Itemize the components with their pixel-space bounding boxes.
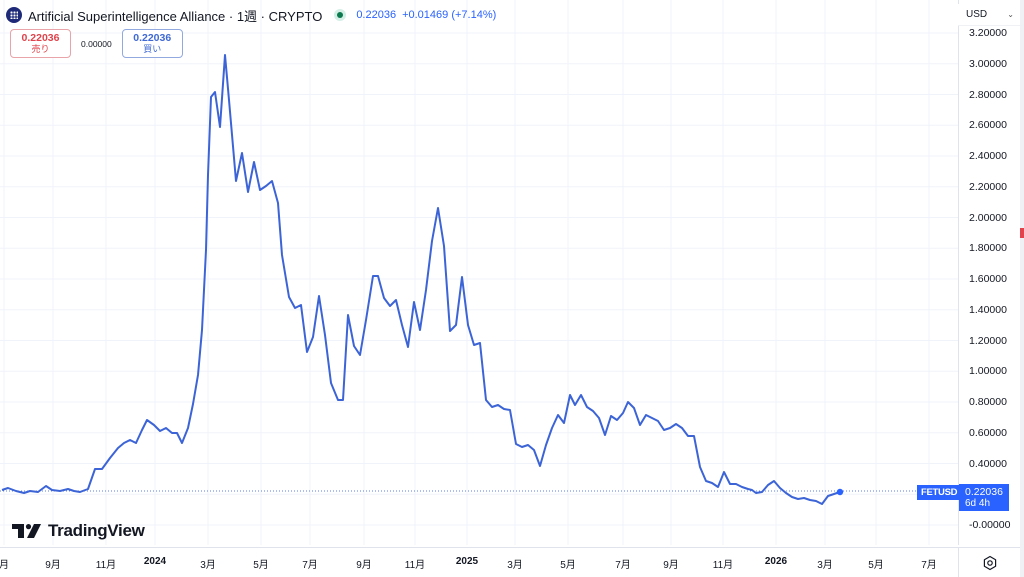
time-tick: 3月 — [200, 560, 216, 571]
price-tick: 2.00000 — [969, 211, 1007, 224]
price-tick: 1.00000 — [969, 365, 1007, 378]
time-tick: 11月 — [404, 560, 426, 571]
time-tick: 7月 — [302, 560, 318, 571]
current-price: 0.22036 — [356, 9, 397, 21]
logo-text: TradingView — [48, 521, 145, 540]
time-tick: 3月 — [817, 560, 833, 571]
time-tick: 9月 — [356, 560, 372, 571]
price-tick: 1.80000 — [969, 242, 1007, 255]
time-tick: 5月 — [253, 560, 269, 571]
time-tick: 7月 — [615, 560, 631, 571]
price-tick: -0.00000 — [969, 519, 1011, 531]
time-tick: 11月 — [712, 560, 734, 571]
last-price-label: 0.22036 6d 4h — [959, 484, 1009, 511]
price-tick: 0.60000 — [969, 426, 1007, 439]
buy-price: 0.22036 — [133, 31, 172, 44]
trade-buttons: 0.22036 売り 0.00000 0.22036 買い — [10, 29, 183, 58]
time-tick: 9月 — [663, 560, 679, 571]
chart-settings-button[interactable] — [958, 547, 1020, 577]
price-axis[interactable]: 3.20000 3.00000 2.80000 2.60000 2.40000 2.200… — [958, 0, 1020, 545]
symbol-title[interactable]: Artificial Superintelligence Alliance · … — [28, 8, 323, 24]
alert-marker — [1020, 228, 1024, 238]
price-tick: 0.40000 — [969, 457, 1007, 470]
time-tick: 11月 — [95, 560, 117, 571]
grid-lines — [0, 0, 958, 545]
price-tick: 2.40000 — [969, 150, 1007, 162]
price-tick: 2.60000 — [969, 119, 1007, 132]
price-tick: 3.00000 — [969, 57, 1007, 70]
last-price-value: 0.22036 — [965, 486, 1003, 498]
price-tick: 2.80000 — [969, 88, 1007, 101]
symbol-header: Artificial Superintelligence Alliance · … — [6, 6, 496, 24]
time-tick: 月 — [0, 560, 9, 571]
currency-selector[interactable]: USD ⌄ — [958, 4, 1020, 26]
price-tick: 1.20000 — [969, 334, 1007, 347]
buy-label: 買い — [143, 43, 162, 54]
tradingview-logo-icon — [12, 524, 41, 538]
time-axis[interactable]: 月 9月 11月 2024 3月 5月 7月 9月 11月 2025 3月 5月 7月 9月 11月 2026… — [0, 547, 958, 577]
time-tick: 5月 — [560, 560, 576, 571]
currency-value: USD — [966, 9, 988, 20]
bar-countdown: 6d 4h — [965, 498, 991, 509]
price-line — [1, 54, 841, 505]
buy-button[interactable]: 0.22036 買い — [121, 29, 183, 58]
sell-button[interactable]: 0.22036 売り — [10, 29, 71, 58]
time-tick: 2026 — [764, 556, 788, 567]
time-tick: 2025 — [455, 556, 479, 567]
price-tick: 1.40000 — [969, 303, 1007, 316]
price-tick: 2.20000 — [969, 180, 1007, 193]
time-tick: 7月 — [921, 560, 937, 571]
sell-price: 0.22036 — [21, 31, 60, 44]
right-panel-edge — [1020, 0, 1024, 577]
price-change: +0.01469 (+7.14%) — [402, 9, 497, 21]
last-price-dot — [836, 488, 844, 496]
chevron-down-icon: ⌄ — [1007, 10, 1014, 19]
time-tick: 2024 — [143, 556, 167, 567]
symbol-tag: FETUSD — [917, 485, 962, 500]
spread-value: 0.00000 — [81, 38, 112, 49]
market-open-icon[interactable] — [334, 9, 347, 21]
tradingview-logo[interactable]: TradingView — [12, 521, 145, 541]
gear-icon — [983, 555, 996, 570]
chart-plot-area[interactable] — [0, 0, 958, 545]
grid-dots-icon[interactable] — [6, 7, 22, 23]
time-tick: 3月 — [507, 560, 523, 571]
price-tick: 3.20000 — [969, 27, 1007, 39]
price-tick: 1.60000 — [969, 273, 1007, 285]
price-tick: 0.80000 — [969, 396, 1007, 408]
price-chart-svg — [0, 0, 958, 545]
sell-label: 売り — [31, 43, 50, 54]
time-tick: 5月 — [868, 560, 884, 571]
time-tick: 9月 — [45, 560, 61, 571]
